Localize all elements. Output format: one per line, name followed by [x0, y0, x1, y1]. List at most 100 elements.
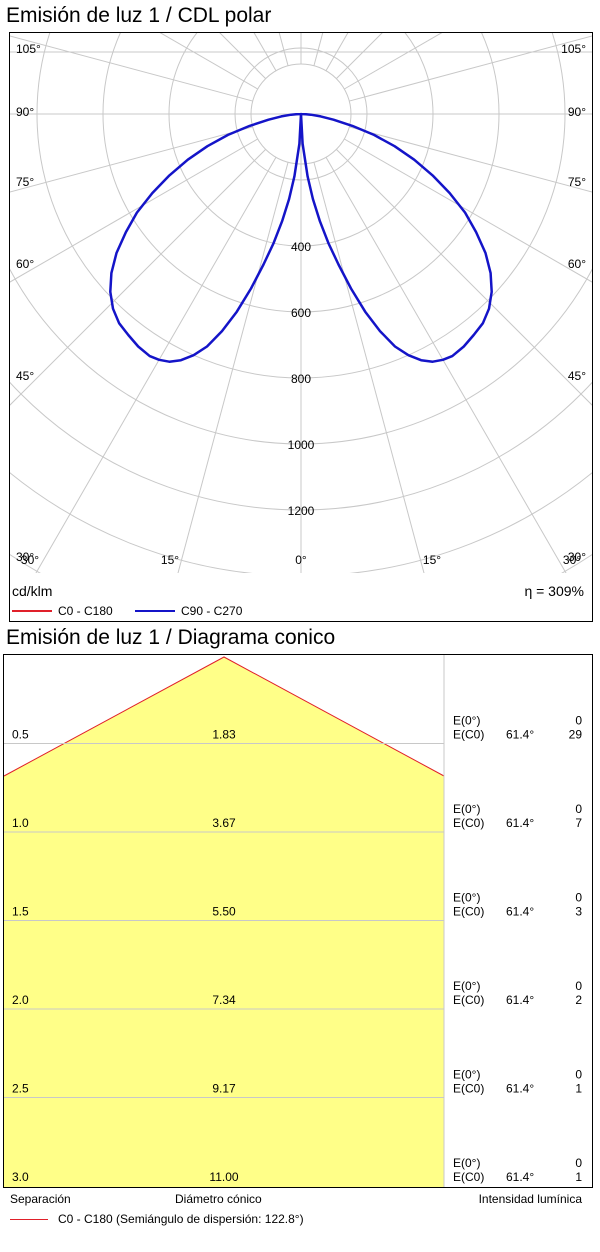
- e0-label: E(0°): [453, 891, 480, 905]
- cone-diagram-title: Emisión de luz 1 / Diagrama conico: [6, 626, 336, 649]
- angle-label-bottom: 30°: [563, 553, 581, 567]
- radial-tick-label: 600: [291, 306, 311, 320]
- legend-item-c0: C0 - C180: [12, 604, 113, 618]
- ec0-angle: 61.4°: [506, 905, 534, 919]
- e0-value: 0: [575, 979, 582, 993]
- ec0-value: 29: [569, 728, 583, 742]
- e0-value: 0: [575, 1068, 582, 1082]
- angle-label-bottom: 15°: [161, 553, 179, 567]
- cone-diameter-value: 1.83: [212, 728, 236, 742]
- cone-diameter-value: 3.67: [212, 816, 236, 830]
- legend-label-c90: C90 - C270: [181, 604, 243, 618]
- ec0-value: 1: [575, 1082, 582, 1096]
- cone-diameter-value: 5.50: [212, 905, 236, 919]
- ec0-value: 2: [575, 993, 582, 1007]
- ec0-value: 3: [575, 905, 582, 919]
- polar-chart-frame: 400 600 800 1000 1200 105° 90° 75° 60° 45° 30° 105°…: [9, 32, 593, 622]
- e0-value: 0: [575, 802, 582, 816]
- angle-label-right: 60°: [568, 257, 586, 271]
- polar-spoke: [10, 138, 258, 283]
- radial-tick-label: 1000: [288, 438, 315, 452]
- e0-label: E(0°): [453, 979, 480, 993]
- efficiency-label: η = 309%: [524, 583, 584, 599]
- polar-spoke: [35, 157, 277, 573]
- cone-legend-swatch: [10, 1218, 48, 1220]
- legend-swatch-c90: [135, 610, 175, 612]
- footer-diameter-label: Diámetro cónico: [175, 1192, 262, 1206]
- ec0-label: E(C0): [453, 905, 484, 919]
- cone-separation-value: 0.5: [12, 728, 29, 742]
- angle-label-left: 30°: [16, 550, 34, 564]
- ec0-label: E(C0): [453, 993, 484, 1007]
- polar-spoke: [10, 35, 253, 102]
- ec0-label: E(C0): [453, 816, 484, 830]
- cone-diagram: 0.5 1.83 E(0°) 0 E(C0) 61.4° 29 1.0 3.67 E(0°) 0 E(…: [4, 655, 583, 1187]
- radial-tick-label: 800: [291, 372, 311, 386]
- ec0-angle: 61.4°: [506, 728, 534, 742]
- polar-spoke: [349, 126, 592, 193]
- e0-value: 0: [575, 714, 582, 728]
- angle-label-right: 105°: [561, 42, 586, 56]
- radial-tick-label: 1200: [288, 504, 315, 518]
- e0-label: E(0°): [453, 1156, 480, 1170]
- angle-label-left: 105°: [16, 42, 41, 56]
- polar-spoke: [325, 157, 567, 573]
- cone-diameter-value: 9.17: [212, 1082, 236, 1096]
- angle-label-right: 30°: [568, 550, 586, 564]
- ec0-value: 1: [575, 1170, 582, 1184]
- ec0-label: E(C0): [453, 1170, 484, 1184]
- cone-separation-value: 3.0: [12, 1170, 29, 1184]
- polar-spoke: [336, 149, 592, 406]
- angle-label-bottom: 30°: [21, 553, 39, 567]
- ec0-angle: 61.4°: [506, 993, 534, 1007]
- series-curve-1: [109, 112, 493, 363]
- footer-separation-label: Separación: [10, 1192, 71, 1206]
- polar-spoke: [344, 138, 592, 283]
- e0-label: E(0°): [453, 714, 480, 728]
- cone-separation-value: 2.0: [12, 993, 29, 1007]
- e0-value: 0: [575, 1156, 582, 1170]
- unit-label: cd/klm: [12, 583, 53, 599]
- angle-label-bottom: 15°: [423, 553, 441, 567]
- ec0-label: E(C0): [453, 1082, 484, 1096]
- angle-label-left: 45°: [16, 369, 34, 383]
- polar-chart-title: Emisión de luz 1 / CDL polar: [6, 4, 272, 27]
- cone-footer: Separación Diámetro cónico Intensidad lu…: [0, 1190, 600, 1250]
- cone-legend-label: C0 - C180 (Semiángulo de dispersión: 122…: [58, 1212, 304, 1226]
- ec0-value: 7: [575, 816, 582, 830]
- polar-spoke: [10, 149, 266, 406]
- legend-swatch-c0: [12, 610, 52, 612]
- polar-spoke: [313, 162, 425, 573]
- polar-legend: cd/klm η = 309% C0 - C180 C90 - C270: [10, 574, 592, 622]
- cone-diagram-frame: 0.5 1.83 E(0°) 0 E(C0) 61.4° 29 1.0 3.67 E(0°) 0 E(…: [3, 654, 593, 1188]
- ec0-label: E(C0): [453, 728, 484, 742]
- cone-separation-value: 1.5: [12, 905, 29, 919]
- cone-fill: [4, 657, 444, 1187]
- cone-diameter-value: 7.34: [212, 993, 236, 1007]
- polar-chart: 400 600 800 1000 1200 105° 90° 75° 60° 45° 30° 105°…: [10, 33, 592, 573]
- polar-spoke: [349, 35, 592, 102]
- polar-spoke: [278, 33, 289, 66]
- polar-spoke: [10, 126, 253, 193]
- cone-diameter-value: 11.00: [209, 1170, 238, 1184]
- angle-label-right: 90°: [568, 105, 586, 119]
- cone-separation-value: 2.5: [12, 1082, 29, 1096]
- polar-spoke: [313, 33, 324, 66]
- footer-intensity-label: Intensidad lumínica: [478, 1192, 582, 1206]
- e0-label: E(0°): [453, 1068, 480, 1082]
- cone-separation-value: 1.0: [12, 816, 29, 830]
- angle-label-right: 45°: [568, 369, 586, 383]
- legend-item-c90: C90 - C270: [135, 604, 242, 618]
- ec0-angle: 61.4°: [506, 1082, 534, 1096]
- e0-label: E(0°): [453, 802, 480, 816]
- angle-label-left: 75°: [16, 175, 34, 189]
- ec0-angle: 61.4°: [506, 816, 534, 830]
- angle-label-left: 90°: [16, 105, 34, 119]
- angle-label-left: 60°: [16, 257, 34, 271]
- e0-value: 0: [575, 891, 582, 905]
- polar-spoke: [177, 162, 289, 573]
- ec0-angle: 61.4°: [506, 1170, 534, 1184]
- cone-legend: C0 - C180 (Semiángulo de dispersión: 122…: [10, 1212, 304, 1226]
- angle-label-bottom: 0°: [295, 553, 307, 567]
- radial-tick-label: 400: [291, 240, 311, 254]
